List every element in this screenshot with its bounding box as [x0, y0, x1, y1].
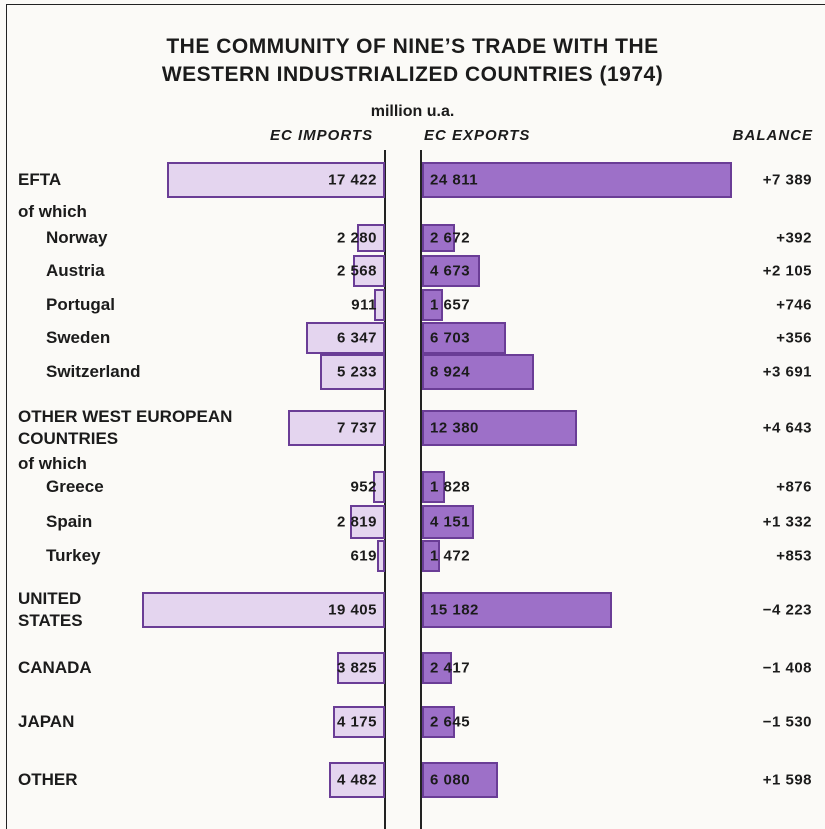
category-label: UNITED STATES [18, 589, 83, 630]
bar [422, 255, 481, 287]
category-label: Portugal [46, 295, 115, 314]
legend-exports: EC EXPORTS [424, 127, 531, 144]
bar [337, 652, 385, 684]
value-label: 12 380 [430, 419, 479, 437]
legend-imports: EC IMPORTS [270, 127, 374, 144]
value-label: 2 280 [336, 229, 377, 247]
value-label: 1 828 [430, 478, 471, 496]
balance-label: +3 691 [762, 363, 812, 381]
value-label: 6 703 [430, 329, 471, 347]
bar [377, 540, 385, 572]
value-label: 911 [351, 296, 377, 314]
balance-label: +853 [776, 547, 812, 565]
bar [332, 706, 385, 738]
category-label: Switzerland [46, 362, 141, 381]
balance-label: +356 [776, 329, 812, 347]
balance-label: +4 643 [762, 419, 812, 437]
value-label: 2 417 [430, 659, 471, 677]
bar [356, 224, 385, 252]
value-label: 15 182 [430, 601, 479, 619]
value-label: 19 405 [328, 601, 377, 619]
category-label: JAPAN [18, 712, 75, 731]
bar [422, 322, 506, 354]
bar [422, 762, 498, 798]
value-label: 4 673 [430, 262, 471, 280]
bar [373, 471, 385, 503]
value-label: 3 825 [336, 659, 377, 677]
bar [422, 289, 443, 321]
balance-label: −1 530 [762, 713, 812, 731]
annotation: of which [18, 202, 87, 221]
annotation: of which [18, 454, 87, 473]
category-label: OTHER WEST EUROPEAN COUNTRIES [18, 407, 233, 448]
bar [422, 471, 445, 503]
bar [288, 410, 385, 446]
category-label: Austria [46, 261, 105, 280]
category-label: CANADA [18, 658, 92, 677]
axis-line [384, 150, 386, 829]
value-label: 4 482 [336, 771, 377, 789]
legend-balance: BALANCE [732, 127, 813, 144]
bar [328, 762, 385, 798]
category-label: Turkey [46, 546, 101, 565]
balance-label: +1 332 [762, 513, 812, 531]
bar [167, 162, 385, 198]
category-label: Norway [46, 228, 108, 247]
bar [422, 706, 456, 738]
chart-subtitle: million u.a. [370, 103, 455, 120]
value-label: 17 422 [328, 171, 377, 189]
value-label: 5 233 [336, 363, 377, 381]
bar [422, 410, 577, 446]
value-label: 619 [350, 547, 377, 565]
balance-label: +2 105 [762, 262, 812, 280]
value-label: 1 472 [430, 547, 471, 565]
balance-label: −4 223 [762, 601, 812, 619]
value-label: 7 737 [336, 419, 377, 437]
category-label: EFTA [18, 170, 62, 189]
bar [422, 354, 534, 390]
bar [349, 505, 385, 539]
category-label: Spain [46, 512, 93, 531]
category-label: Greece [46, 477, 104, 496]
value-label: 952 [350, 478, 377, 496]
bar [352, 255, 385, 287]
value-label: 2 645 [430, 713, 471, 731]
value-label: 4 151 [430, 513, 471, 531]
category-label: Sweden [46, 328, 111, 347]
bar [373, 289, 385, 321]
bar [422, 505, 474, 539]
value-label: 2 672 [430, 229, 471, 247]
value-label: 24 811 [430, 171, 479, 189]
bar [319, 354, 385, 390]
value-label: 4 175 [336, 713, 377, 731]
bar [422, 162, 733, 198]
balance-label: +7 389 [762, 171, 812, 189]
balance-label: +392 [776, 229, 812, 247]
value-label: 1 657 [430, 296, 471, 314]
value-label: 2 819 [336, 513, 377, 531]
chart-title: THE COMMUNITY OF NINE’S TRADE WITH THE W… [161, 35, 664, 86]
frame [6, 4, 825, 829]
bar [142, 592, 385, 628]
category-label: OTHER [18, 770, 78, 789]
bar [422, 224, 456, 252]
balance-label: +876 [776, 478, 812, 496]
bar [422, 540, 441, 572]
bar [422, 592, 612, 628]
balance-label: +1 598 [762, 771, 812, 789]
bar [305, 322, 385, 354]
value-label: 8 924 [430, 363, 471, 381]
bar [422, 652, 453, 684]
balance-label: +746 [776, 296, 812, 314]
axis-line [420, 150, 422, 829]
balance-label: −1 408 [762, 659, 812, 677]
value-label: 6 080 [430, 771, 471, 789]
value-label: 2 568 [336, 262, 377, 280]
value-label: 6 347 [336, 329, 377, 347]
